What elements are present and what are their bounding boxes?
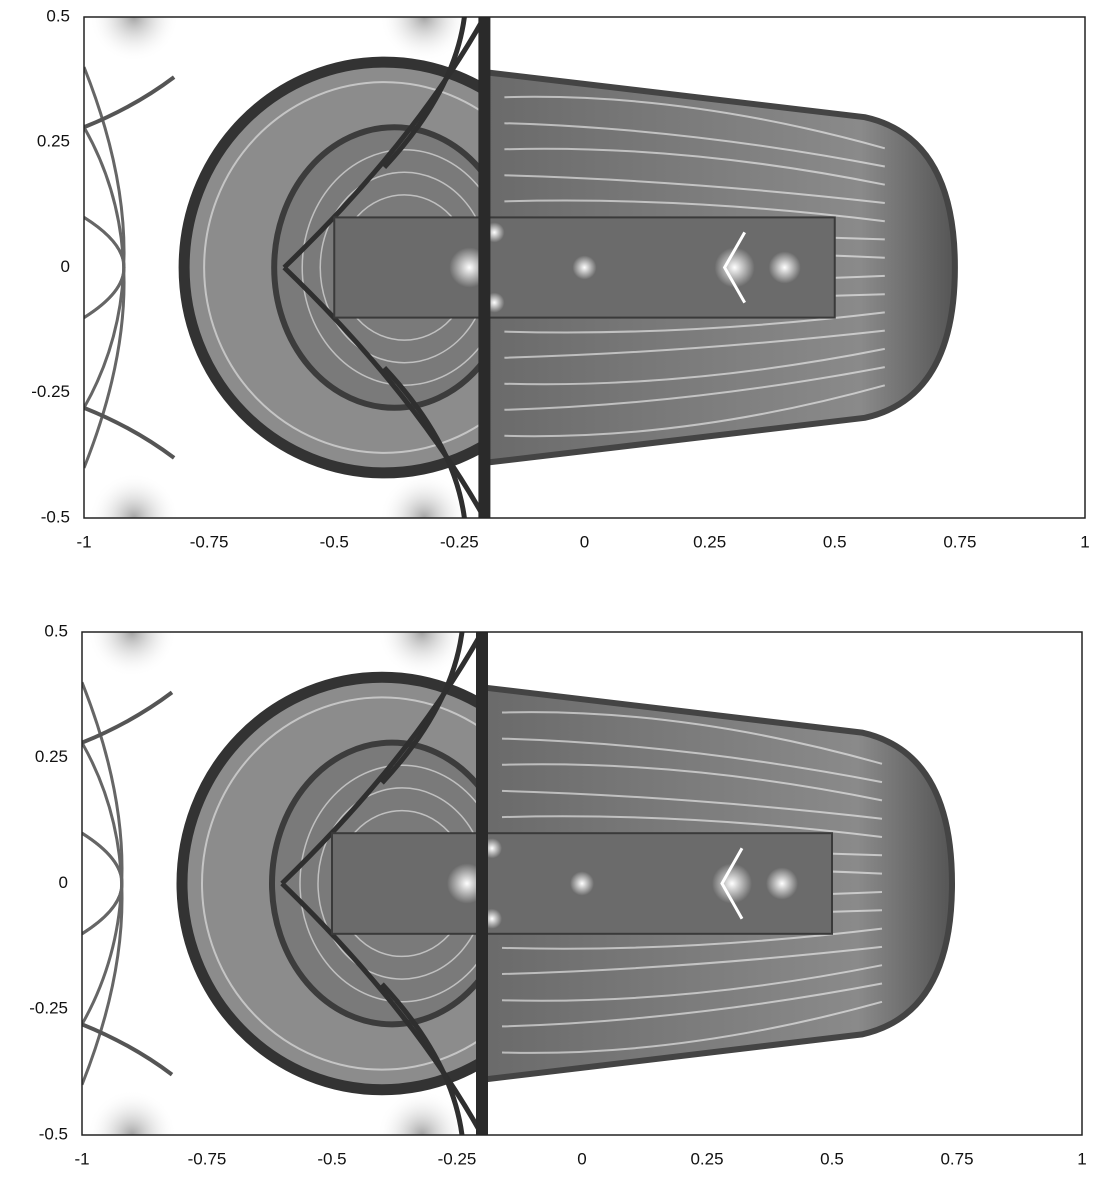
y-tick-label: 0.5 — [46, 6, 70, 25]
wave — [84, 216, 126, 319]
wave — [82, 690, 174, 745]
x-tick-label: 1 — [1080, 532, 1089, 551]
corner-shade — [377, 632, 467, 678]
streak — [504, 174, 885, 204]
x-tick-label: 0.75 — [943, 532, 976, 551]
x-tick-label: 0.25 — [693, 532, 726, 551]
x-tick-label: 0.5 — [820, 1149, 844, 1168]
streak — [501, 763, 883, 802]
x-tick-label: -1 — [76, 532, 91, 551]
y-tick-label: 0 — [61, 257, 70, 276]
axes-frame — [83, 16, 1086, 519]
x-tick-label: 1 — [1077, 1149, 1086, 1168]
highlight — [768, 251, 801, 284]
x-tick-label: 0.25 — [690, 1149, 723, 1168]
streak — [504, 147, 885, 186]
corner-shade — [379, 472, 470, 518]
streak — [501, 737, 883, 784]
wave — [82, 1022, 174, 1077]
y-tick-label: -0.5 — [41, 507, 70, 526]
field-image — [84, 17, 1085, 518]
corner-shade — [379, 17, 470, 63]
shock — [380, 982, 465, 1135]
shock — [382, 17, 467, 170]
wave — [84, 75, 176, 130]
streak — [501, 964, 883, 1002]
highlight — [572, 255, 597, 280]
x-tick-label: 0 — [577, 1149, 586, 1168]
y-tick-label: -0.5 — [39, 1124, 68, 1143]
y-tick-label: 0.5 — [44, 621, 68, 640]
chevron — [720, 847, 744, 920]
highlight — [712, 863, 752, 904]
y-tick-label: 0 — [59, 873, 68, 892]
field-image — [82, 632, 1082, 1135]
panel: -1 -0.75 -0.5 -0.25 0 0.25 0.5 0.75 1 -0.5 -0.25 0 0… — [29, 621, 1086, 1168]
streak — [501, 789, 883, 820]
highlight — [766, 867, 798, 900]
streak — [504, 95, 886, 150]
streak — [501, 982, 883, 1028]
x-tick-label: 0.75 — [940, 1149, 973, 1168]
streak — [504, 122, 885, 168]
y-tick-label: -0.25 — [31, 382, 70, 401]
x-tick-label: -0.25 — [438, 1149, 477, 1168]
shock — [280, 881, 485, 1135]
streak — [504, 347, 885, 386]
x-tick-label: -0.25 — [440, 532, 479, 551]
streak — [504, 329, 885, 359]
streak — [504, 384, 886, 438]
x-tick-label: -0.5 — [320, 532, 349, 551]
shock — [282, 17, 487, 270]
x-tick-label: -0.75 — [188, 1149, 227, 1168]
shock — [282, 265, 487, 518]
highlight — [714, 247, 755, 288]
y-tick-label: -0.25 — [29, 999, 68, 1018]
corner-shade — [89, 472, 180, 518]
corner-shade — [89, 17, 180, 63]
contact-band — [478, 17, 491, 518]
contact-band — [476, 632, 488, 1135]
y-tick-label: 0.25 — [37, 132, 70, 151]
shock — [382, 365, 467, 518]
x-tick-label: -1 — [74, 1149, 89, 1168]
streak — [504, 199, 885, 223]
shock — [380, 632, 465, 785]
axes-frame — [81, 631, 1083, 1136]
wave — [82, 831, 124, 936]
x-tick-label: -0.75 — [190, 532, 229, 551]
streak — [501, 945, 883, 975]
y-tick-label: 0.25 — [35, 747, 68, 766]
corner-shade — [87, 1089, 177, 1135]
x-tick-label: 0 — [580, 532, 589, 551]
x-tick-label: -0.5 — [317, 1149, 346, 1168]
corner-shade — [87, 632, 177, 678]
streak — [501, 711, 883, 765]
x-tick-label: 0.5 — [823, 532, 847, 551]
streak — [501, 1000, 883, 1054]
corner-shade — [377, 1089, 467, 1135]
streak — [501, 815, 883, 838]
streak — [504, 366, 885, 411]
panel: -1 -0.75 -0.5 -0.25 0 0.25 0.5 0.75 1 -0.5 -0.25 0 0… — [31, 6, 1089, 551]
wave — [84, 405, 176, 460]
shock — [280, 632, 485, 886]
highlight — [570, 871, 594, 896]
chevron — [722, 231, 747, 304]
